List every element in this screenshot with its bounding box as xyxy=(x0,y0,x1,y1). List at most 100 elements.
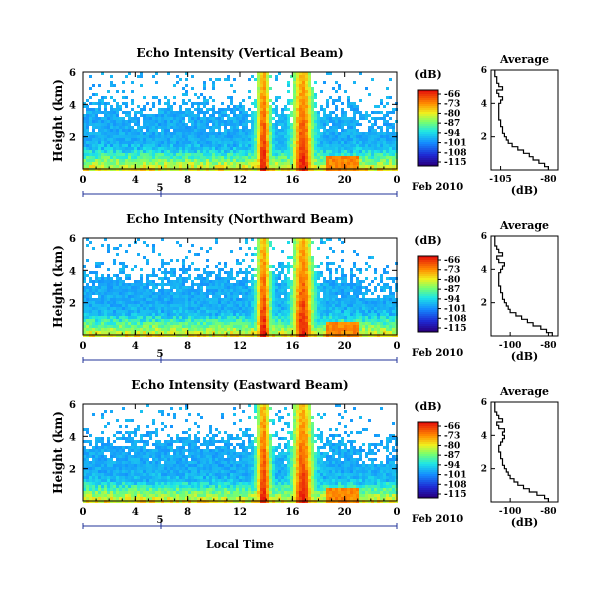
colorbar-swatch xyxy=(418,328,438,331)
x-tick-label: 12 xyxy=(233,341,247,352)
colorbar-swatch xyxy=(418,146,438,149)
colorbar-tick-label: -87 xyxy=(444,285,460,295)
date-tick-label: 5 xyxy=(157,349,164,360)
colorbar-tick-label: -101 xyxy=(444,471,467,481)
x-tick-label: 8 xyxy=(184,175,191,186)
colorbar-swatch xyxy=(418,274,438,277)
panel-2: Echo Intensity (Northward Beam)0 4 8 12 16 20… xyxy=(51,212,559,363)
panel-title: Echo Intensity (Eastward Beam) xyxy=(131,378,348,392)
panel-1: Echo Intensity (Vertical Beam) 0 4 8 12 16 20 0… xyxy=(51,46,559,197)
colorbar-swatch xyxy=(418,488,438,491)
colorbar-swatch xyxy=(418,302,438,305)
profile-x-tick-label: -80 xyxy=(540,175,556,185)
colorbar-swatch xyxy=(418,258,438,261)
colorbar-swatch xyxy=(418,160,438,163)
x-tick-label: 20 xyxy=(338,507,352,518)
y-axis-label: Height (km) xyxy=(51,245,65,328)
colorbar-swatch xyxy=(418,326,438,329)
colorbar-swatch xyxy=(418,422,438,425)
colorbar-swatch xyxy=(418,446,438,449)
colorbar-swatch xyxy=(418,444,438,447)
profile-x-tick-label: -105 xyxy=(489,175,512,185)
colorbar-swatch xyxy=(418,448,438,451)
colorbar-swatch xyxy=(418,296,438,299)
colorbar: -66-73-80-87-94-101-108-115 xyxy=(417,255,467,334)
profile-line xyxy=(494,402,549,502)
colorbar-swatch xyxy=(418,124,438,127)
colorbar-tick-label: -87 xyxy=(444,451,460,461)
colorbar-swatch xyxy=(418,468,438,471)
average-profile: Average 2 4 6 -105 -80(dB) xyxy=(481,53,559,197)
colorbar-swatch xyxy=(418,122,438,125)
colorbar-tick-label: -101 xyxy=(444,139,467,149)
profile-frame xyxy=(490,235,559,337)
x-tick-label: 0 xyxy=(394,341,401,352)
colorbar-swatch xyxy=(418,472,438,475)
y-axis-label: Height (km) xyxy=(51,79,65,162)
colorbar-swatch xyxy=(418,108,438,111)
colorbar-swatch xyxy=(418,308,438,311)
colorbar-swatch xyxy=(418,290,438,293)
colorbar-swatch xyxy=(418,104,438,107)
colorbar-swatch xyxy=(418,112,438,115)
colorbar-swatch xyxy=(418,150,438,153)
colorbar-swatch xyxy=(418,424,438,427)
colorbar-swatch xyxy=(418,428,438,431)
colorbar-swatch xyxy=(418,284,438,287)
date-label: Feb 2010 xyxy=(412,182,463,193)
colorbar-tick-label: -115 xyxy=(444,158,467,168)
colorbar-tick-label: -73 xyxy=(444,432,460,442)
colorbar-tick-label: -94 xyxy=(444,295,460,305)
colorbar-swatch xyxy=(418,482,438,485)
panel-title: Echo Intensity (Vertical Beam) xyxy=(136,46,343,60)
colorbar-swatch xyxy=(418,450,438,453)
colorbar-swatch xyxy=(418,458,438,461)
colorbar-swatch xyxy=(418,480,438,483)
colorbar-tick-label: -94 xyxy=(444,129,460,139)
colorbar-swatch xyxy=(418,130,438,133)
profile-y-tick-label: 6 xyxy=(481,398,487,408)
heatmap-cells xyxy=(83,238,398,337)
colorbar-swatch xyxy=(418,136,438,139)
profile-y-tick-label: 6 xyxy=(481,66,487,76)
colorbar-tick-label: -108 xyxy=(444,480,467,490)
profile-frame xyxy=(490,69,559,171)
profile-x-axis-label: (dB) xyxy=(511,350,538,363)
x-tick-label: 8 xyxy=(184,507,191,518)
colorbar-swatch xyxy=(418,464,438,467)
colorbar-swatch xyxy=(418,282,438,285)
profile-title: Average xyxy=(499,53,549,66)
colorbar: -66-73-80-87-94-101-108-115 xyxy=(417,89,467,168)
colorbar-tick-label: -87 xyxy=(444,119,460,129)
y-tick-label: 4 xyxy=(69,100,76,111)
colorbar-swatch xyxy=(418,114,438,117)
colorbar-tick-label: -108 xyxy=(444,148,467,158)
colorbar-swatch xyxy=(418,90,438,93)
colorbar-swatch xyxy=(418,278,438,281)
colorbar-swatch xyxy=(418,116,438,119)
profile-y-tick-label: 4 xyxy=(481,431,487,441)
profile-x-tick-label: -100 xyxy=(499,507,522,517)
colorbar-swatch xyxy=(418,478,438,481)
colorbar-swatch xyxy=(418,92,438,95)
colorbar-tick-label: -73 xyxy=(444,100,460,110)
colorbar-swatch xyxy=(418,330,438,333)
colorbar-swatch xyxy=(418,318,438,321)
colorbar-swatch xyxy=(418,262,438,265)
colorbar-swatch xyxy=(418,268,438,271)
colorbar-swatch xyxy=(418,486,438,489)
colorbar-swatch xyxy=(418,324,438,327)
colorbar-frame xyxy=(417,89,439,167)
y-tick-label: 2 xyxy=(69,465,76,476)
colorbar-swatch xyxy=(418,98,438,101)
colorbar-tick-label: -66 xyxy=(444,422,460,432)
colorbar-tick-label: -80 xyxy=(444,275,460,285)
colorbar-swatch xyxy=(418,466,438,469)
colorbar-swatch xyxy=(418,316,438,319)
x-tick-label: 4 xyxy=(132,175,139,186)
colorbar-swatch xyxy=(418,286,438,289)
x-tick-label: 8 xyxy=(184,341,191,352)
colorbar-swatch xyxy=(418,436,438,439)
colorbar-swatch xyxy=(418,256,438,259)
